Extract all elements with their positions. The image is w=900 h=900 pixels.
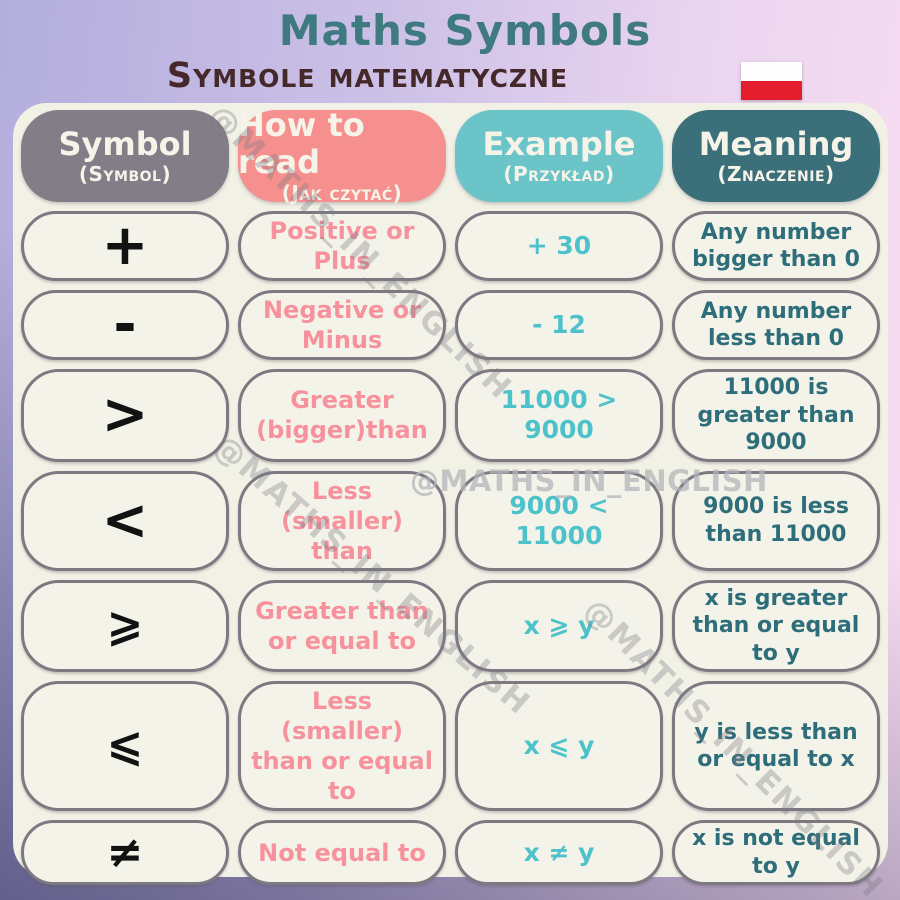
table-cell: Less (smaller) than <box>238 470 446 571</box>
math-symbol: ≠ <box>106 826 144 878</box>
table-cell: 11000 is greater than 9000 <box>672 369 880 462</box>
example-text: 11000 > 9000 <box>500 385 618 445</box>
table-cell: y is less than or equal to x <box>672 681 880 811</box>
column-header-sublabel: (Jak czytać) <box>281 180 403 205</box>
column-header-label: Meaning <box>698 124 854 163</box>
table-cell: ⩽ <box>21 681 229 811</box>
how-to-read-text: Less (smaller) than or equal to <box>251 687 433 805</box>
table-cell: x is greater than or equal to y <box>672 579 880 672</box>
table-cell: x ≠ y <box>455 820 663 885</box>
symbols-table: Symbol (Symbol) How to read (Jak czytać)… <box>21 106 880 885</box>
how-to-read-text: Positive or Plus <box>269 217 415 275</box>
table-cell: Not equal to <box>238 820 446 885</box>
table-cell: Positive or Plus <box>238 211 446 281</box>
column-header-symbol: Symbol (Symbol) <box>21 110 229 202</box>
column-header-how-to-read: How to read (Jak czytać) <box>238 106 446 205</box>
flag-white-stripe <box>741 62 802 81</box>
table-cell: x is not equal to y <box>672 820 880 885</box>
column-header-sublabel: (Symbol) <box>78 162 172 187</box>
column-header-label: Example <box>482 124 636 163</box>
table-cell: + 30 <box>455 211 663 281</box>
table-cell: Any number bigger than 0 <box>672 211 880 281</box>
how-to-read-text: Greater than or equal to <box>255 596 429 655</box>
table-panel: Symbol (Symbol) How to read (Jak czytać)… <box>13 103 888 885</box>
how-to-read-text: Greater (bigger)than <box>256 386 428 445</box>
example-text: - 12 <box>532 310 586 339</box>
meaning-text: y is less than or equal to x <box>694 719 858 773</box>
example-text: x ⩾ y <box>523 610 595 640</box>
table-cell: 11000 > 9000 <box>455 369 663 462</box>
how-to-read-text: Negative or Minus <box>262 296 422 354</box>
how-to-read-text: Not equal to <box>258 838 426 867</box>
math-symbol: ⩽ <box>106 720 144 771</box>
table-cell: - 12 <box>455 290 663 360</box>
table-cell: Negative or Minus <box>238 290 446 360</box>
table-cell: Less (smaller) than or equal to <box>238 681 446 811</box>
meaning-text: Any number bigger than 0 <box>692 219 860 273</box>
example-text: x ≠ y <box>523 837 595 867</box>
table-cell: Greater (bigger)than <box>238 369 446 462</box>
math-symbol: ⩾ <box>106 599 144 651</box>
math-symbol: + <box>101 213 149 278</box>
example-text: 9000 < 11000 <box>509 490 609 550</box>
column-header-label: How to read <box>238 106 365 181</box>
math-symbol: - <box>113 292 137 357</box>
how-to-read-text: Less (smaller) than <box>281 476 403 565</box>
page-title: Maths Symbols <box>278 6 652 55</box>
table-cell: > <box>21 369 229 462</box>
example-text: + 30 <box>526 231 592 260</box>
table-cell: + <box>21 211 229 281</box>
column-header-sublabel: (Przykład) <box>503 162 615 187</box>
meaning-text: x is greater than or equal to y <box>692 585 860 666</box>
example-text: x ⩽ y <box>523 731 595 760</box>
meaning-text: Any number less than 0 <box>700 298 852 352</box>
table-cell: ⩾ <box>21 579 229 672</box>
table-cell: 9000 is less than 11000 <box>672 470 880 571</box>
table-cell: ≠ <box>21 820 229 885</box>
poland-flag-icon <box>741 62 802 100</box>
meaning-text: x is not equal to y <box>692 826 860 879</box>
table-cell: < <box>21 470 229 571</box>
flag-red-stripe <box>741 81 802 100</box>
column-header-meaning: Meaning (Znaczenie) <box>672 110 880 202</box>
table-cell: Any number less than 0 <box>672 290 880 360</box>
table-cell: x ⩽ y <box>455 681 663 811</box>
meaning-text: 11000 is greater than 9000 <box>697 375 855 455</box>
table-cell: x ⩾ y <box>455 579 663 672</box>
table-cell: 9000 < 11000 <box>455 470 663 571</box>
table-cell: - <box>21 290 229 360</box>
math-symbol: > <box>101 382 149 448</box>
page-subtitle: Symbole matematyczne <box>166 56 569 96</box>
column-header-sublabel: (Znaczenie) <box>717 162 835 187</box>
column-header-label: Symbol <box>58 124 192 163</box>
column-header-example: Example (Przykład) <box>455 110 663 202</box>
meaning-text: 9000 is less than 11000 <box>703 494 849 547</box>
math-symbol: < <box>101 487 149 553</box>
table-cell: Greater than or equal to <box>238 579 446 672</box>
